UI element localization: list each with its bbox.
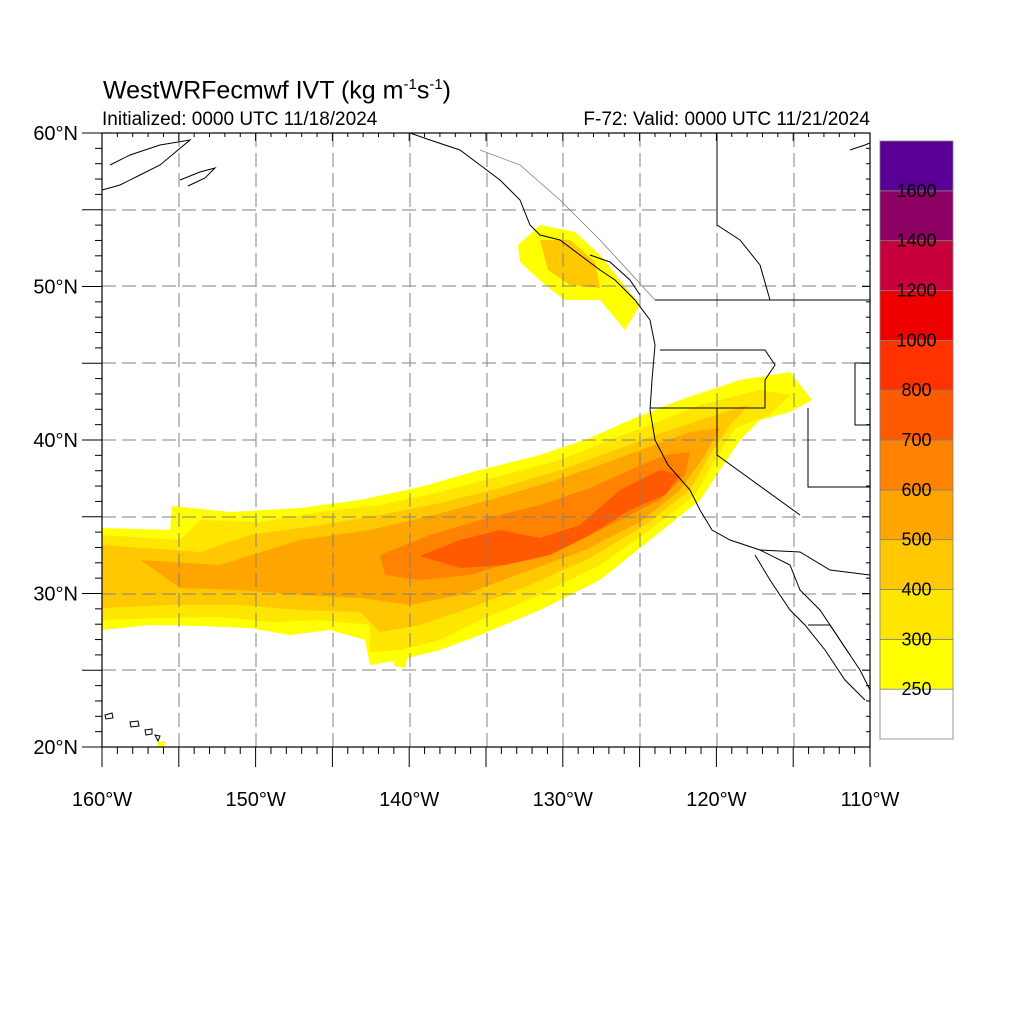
colorbar-swatch bbox=[879, 589, 954, 640]
lat-label: 40°N bbox=[33, 430, 78, 452]
map-title: WestWRFecmwf IVT (kg m-1s-1) bbox=[103, 76, 451, 105]
initialized-label: Initialized: 0000 UTC 11/18/2024 bbox=[102, 109, 378, 130]
colorbar-label: 1000 bbox=[896, 330, 936, 350]
ivt-field bbox=[102, 225, 812, 747]
graticule bbox=[102, 133, 870, 747]
lon-label: 110°W bbox=[841, 789, 900, 811]
lat-label: 60°N bbox=[33, 123, 78, 145]
lon-label: 160°W bbox=[72, 789, 132, 811]
lon-label: 130°W bbox=[533, 789, 593, 811]
colorbar-label: 500 bbox=[901, 530, 931, 550]
lat-label: 20°N bbox=[33, 737, 78, 759]
country-border bbox=[479, 149, 656, 301]
colorbar-swatch bbox=[879, 439, 954, 491]
lon-label: 140°W bbox=[379, 789, 439, 811]
colorbar-label: 600 bbox=[901, 480, 931, 500]
ivt-blob-north-inner bbox=[540, 240, 600, 288]
colorbar-swatch bbox=[879, 140, 954, 192]
colorbar-swatch bbox=[879, 190, 954, 242]
lon-label: 150°W bbox=[225, 789, 285, 811]
colorbar-swatch bbox=[879, 688, 954, 740]
colorbar-swatch bbox=[879, 339, 954, 391]
colorbar-label: 1200 bbox=[896, 281, 936, 301]
longitude-labels: 160°W 150°W 140°W 130°W 120°W 110°W bbox=[72, 789, 900, 811]
coastlines bbox=[102, 133, 870, 701]
colorbar-label: 300 bbox=[901, 629, 931, 649]
colorbar-swatch bbox=[879, 240, 954, 291]
hawaii-islands bbox=[104, 712, 161, 743]
colorbar-swatch bbox=[879, 290, 954, 341]
colorbar-label: 800 bbox=[901, 380, 931, 400]
colorbar-label: 1600 bbox=[896, 181, 936, 201]
colorbar-swatch bbox=[879, 489, 954, 541]
lon-label: 120°W bbox=[686, 789, 746, 811]
colorbar-label: 700 bbox=[901, 430, 931, 450]
colorbar-swatch bbox=[879, 638, 954, 690]
lat-label: 30°N bbox=[33, 584, 78, 606]
colorbar-swatch bbox=[879, 389, 954, 441]
lat-label: 50°N bbox=[33, 277, 78, 299]
ivt-contour-700 bbox=[420, 470, 680, 568]
colorbar-label: 400 bbox=[901, 580, 931, 600]
colorbar-label: 1400 bbox=[896, 231, 936, 251]
colorbar-label: 250 bbox=[901, 679, 931, 699]
valid-time-label: F-72: Valid: 0000 UTC 11/21/2024 bbox=[583, 109, 870, 130]
axis-ticks bbox=[82, 132, 871, 767]
latitude-labels: 60°N 50°N 40°N 30°N 20°N bbox=[33, 123, 78, 759]
colorbar: 250 300 400 500 600 700 800 1000 1200 1400 1600 bbox=[879, 140, 954, 740]
